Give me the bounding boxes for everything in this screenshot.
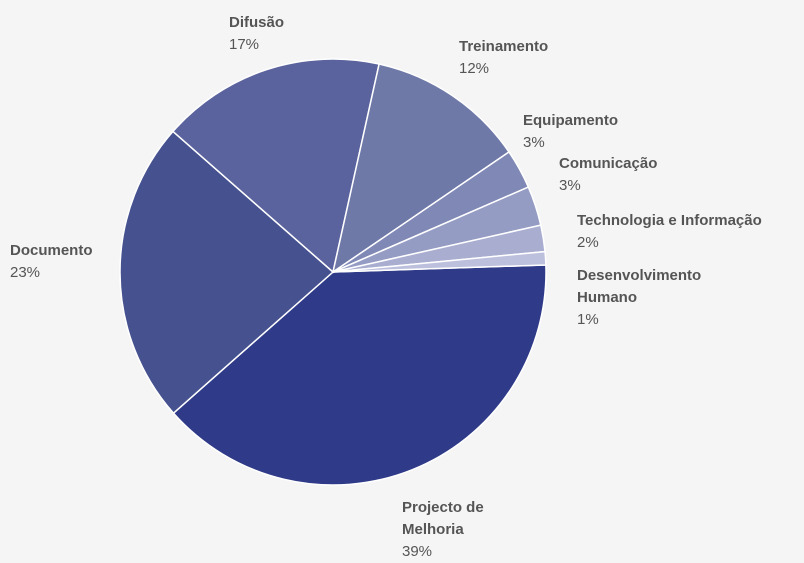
slice-label: Technologia e Informação 2% <box>577 210 804 254</box>
slice-percent: 3% <box>559 177 581 194</box>
slice-percent: 2% <box>577 234 599 251</box>
slice-percent: 23% <box>10 264 41 281</box>
slice-percent: 39% <box>402 543 433 560</box>
slice-label: Comunicação 3% <box>559 153 689 197</box>
slice-label: Equipamento 3% <box>523 110 653 154</box>
slice-percent: 3% <box>523 134 545 151</box>
pie-slice <box>171 58 380 274</box>
slice-label: Desenvolvimento Humano 1% <box>577 265 727 331</box>
slice-name: Technologia e Informação <box>577 212 762 229</box>
slice-name: Difusão <box>229 14 285 31</box>
slice-name: Treinamento <box>459 38 549 55</box>
slice-percent: 1% <box>577 311 599 328</box>
pie-slice <box>119 130 335 415</box>
slice-name: Equipamento <box>523 112 619 129</box>
slice-label: Documento 23% <box>10 240 140 284</box>
slice-name: Comunicação <box>559 155 658 172</box>
pie-slice <box>331 63 511 274</box>
slice-percent: 17% <box>229 36 260 53</box>
slice-label: Treinamento 12% <box>459 36 589 80</box>
slice-name: Desenvolvimento Humano <box>577 267 702 306</box>
pie-slice <box>172 264 547 486</box>
slice-name: Documento <box>10 242 93 259</box>
slice-percent: 12% <box>459 60 490 77</box>
slice-label: Difusão 17% <box>229 12 359 56</box>
slice-name: Projecto de Melhoria <box>402 499 484 538</box>
pie-slice <box>332 250 547 273</box>
slice-label: Projecto de Melhoria 39% <box>402 497 532 563</box>
